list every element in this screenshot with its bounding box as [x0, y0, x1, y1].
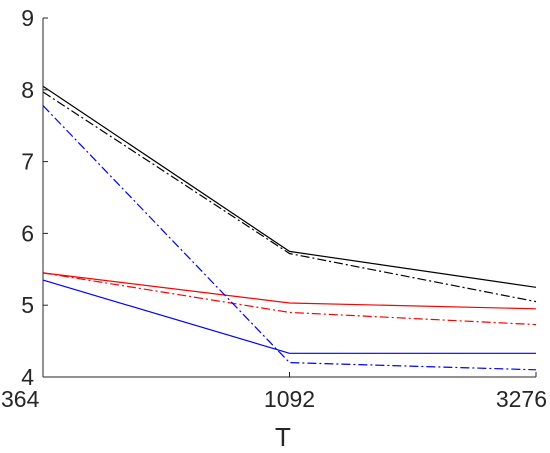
series-line-2: [42, 272, 537, 310]
y-tick-label-1: 5: [21, 292, 34, 318]
series-layer: [42, 85, 537, 371]
y-tick-label-4: 8: [21, 77, 34, 103]
series-line-5: [42, 105, 537, 371]
series-line-3: [42, 272, 537, 326]
series-line-1: [42, 91, 537, 303]
y-tick-label-0: 4: [21, 364, 34, 390]
x-axis-title: T: [275, 422, 291, 452]
x-tick-label-0: 364: [1, 386, 40, 412]
axis-layer: 4 5 6 7 8 9 364 1092 3276: [1, 5, 547, 412]
x-tick-label-2: 3276: [496, 386, 547, 412]
x-tick-label-1: 1092: [264, 386, 315, 412]
y-tick-label-3: 7: [21, 149, 34, 175]
series-line-4: [42, 279, 536, 354]
y-tick-label-5: 9: [21, 5, 34, 31]
series-line-0: [42, 85, 537, 288]
y-tick-label-2: 6: [21, 220, 34, 246]
